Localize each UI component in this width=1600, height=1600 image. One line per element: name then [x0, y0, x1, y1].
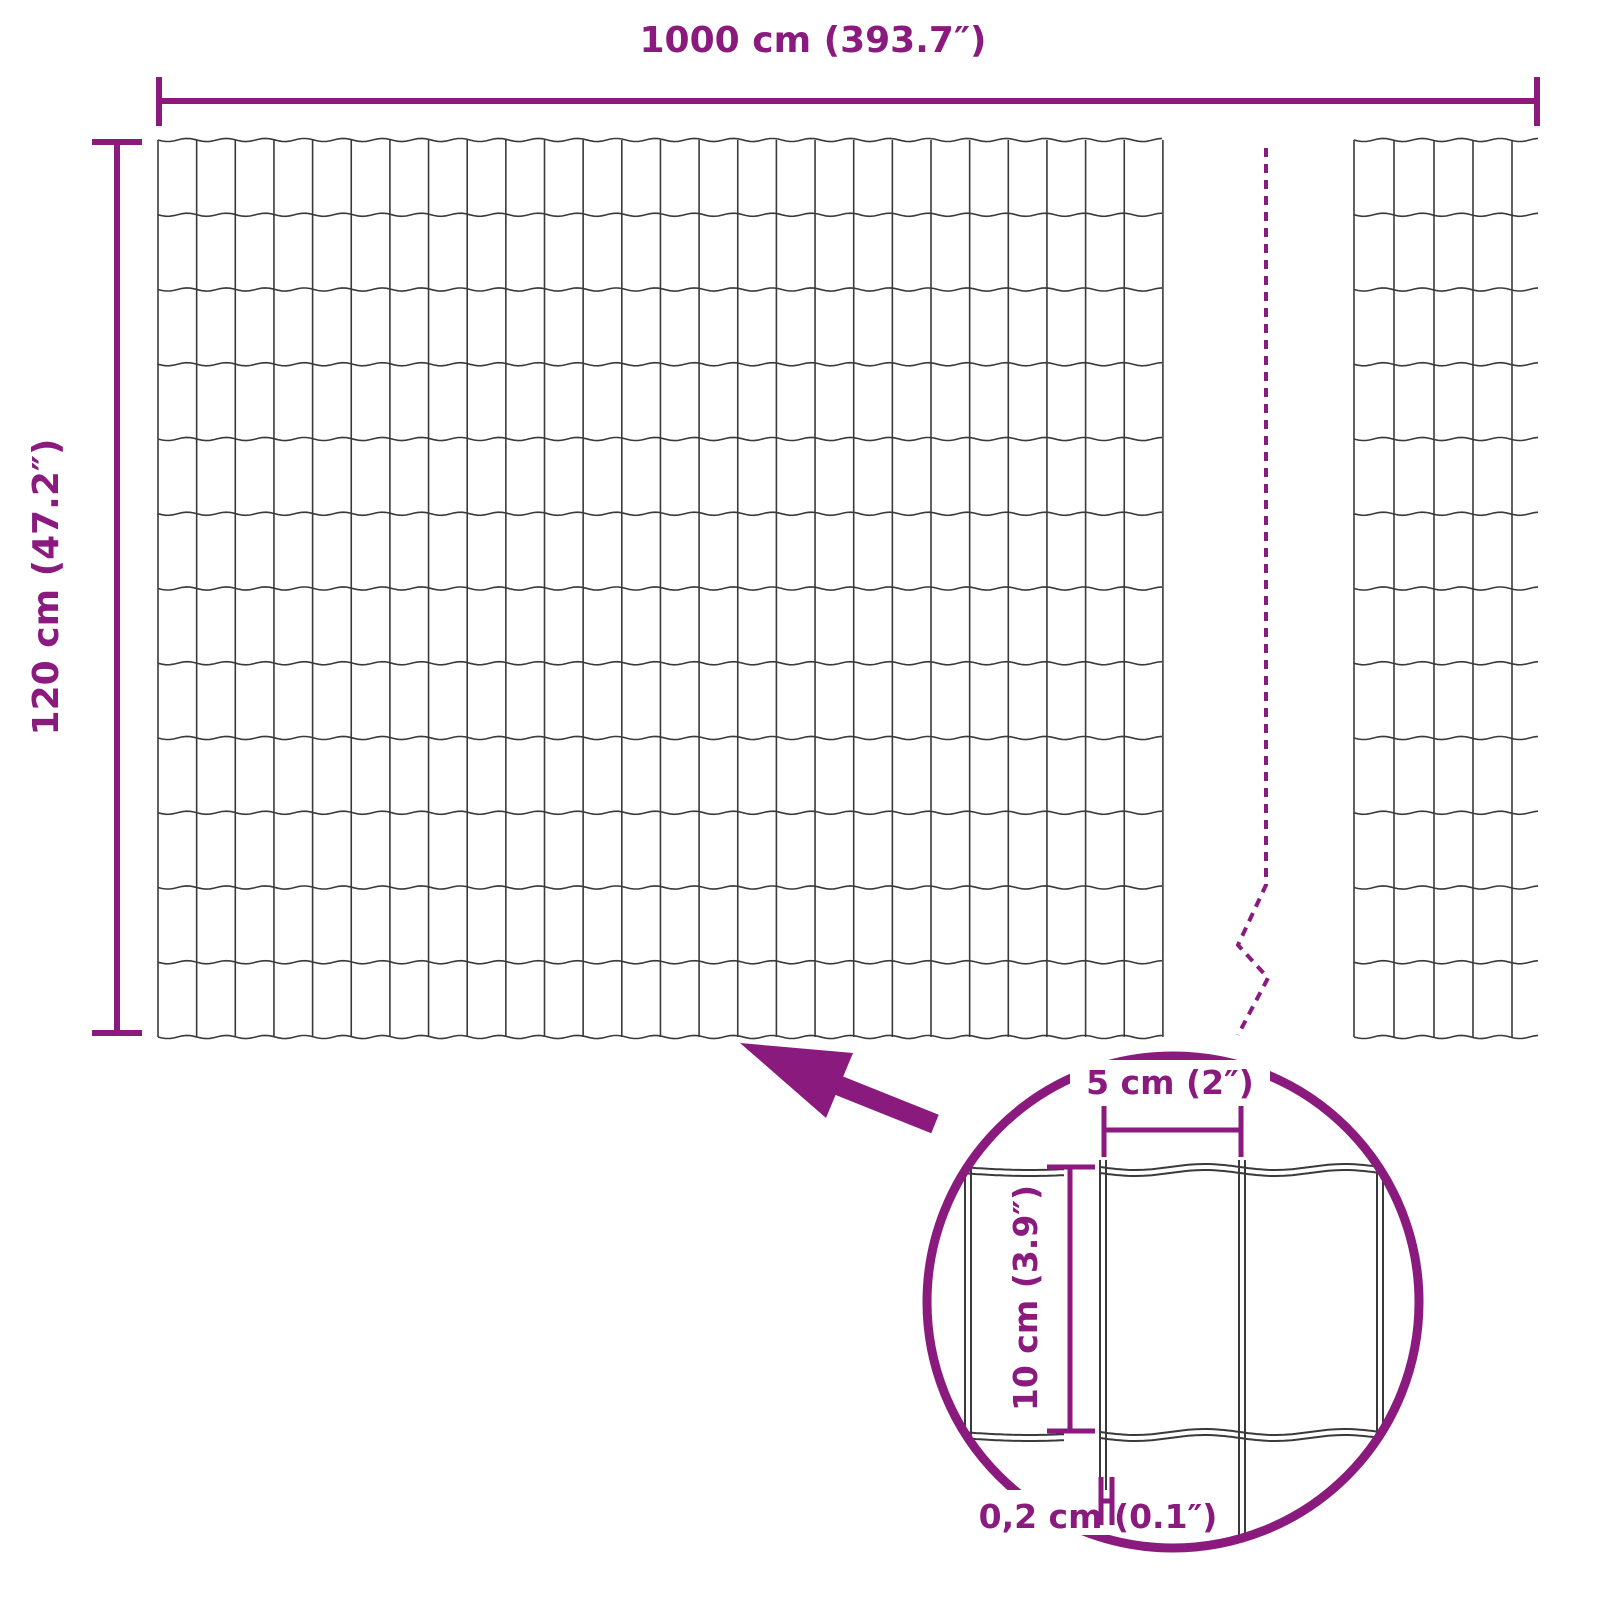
horizontal-wire [157, 735, 1163, 741]
horizontal-wire [1353, 1034, 1539, 1040]
horizontal-wire [157, 586, 1163, 591]
fence-mesh-end [1353, 137, 1539, 1040]
horizontal-wire [959, 1172, 1065, 1177]
horizontal-wire [959, 1431, 1065, 1436]
horizontal-wire [157, 1034, 1163, 1040]
width-label: 1000 cm (393.7″) [640, 20, 987, 61]
wire-diameter-label: 0,2 cm (0.1″) [979, 1497, 1218, 1536]
horizontal-wire [157, 212, 1163, 218]
horizontal-wire [959, 1166, 1065, 1171]
horizontal-wire [157, 137, 1163, 143]
horizontal-wire [1099, 1434, 1417, 1442]
horizontal-wire [1353, 137, 1539, 143]
horizontal-wire [157, 436, 1163, 442]
horizontal-wire [1099, 1163, 1417, 1171]
horizontal-wire [1353, 810, 1539, 816]
detail-magnifier: 5 cm (2″) 10 cm (3.9″) 0,2 cm (0.1″) [922, 1051, 1424, 1553]
height-dimension-line [92, 139, 142, 1036]
mesh-height-label: 10 cm (3.9″) [1006, 1185, 1045, 1411]
horizontal-wire [959, 1437, 1065, 1442]
width-dimension-line [156, 77, 1540, 126]
horizontal-wire [157, 511, 1163, 517]
horizontal-wire [157, 660, 1163, 666]
horizontal-wire [1353, 287, 1539, 292]
horizontal-wire [1353, 361, 1539, 367]
horizontal-wire [1353, 660, 1539, 666]
horizontal-wire [157, 959, 1163, 965]
horizontal-wire [1353, 511, 1539, 517]
horizontal-wire [1353, 885, 1539, 890]
horizontal-wire [1353, 586, 1539, 591]
height-label: 120 cm (47.2″) [26, 439, 67, 736]
horizontal-wire [1353, 436, 1539, 442]
horizontal-wire [157, 810, 1163, 816]
horizontal-wire [1353, 735, 1539, 741]
horizontal-wire [157, 287, 1163, 292]
mesh-width-label: 5 cm (2″) [1086, 1063, 1254, 1102]
horizontal-wire [1353, 959, 1539, 965]
horizontal-wire [1353, 212, 1539, 218]
fence-mesh-main [157, 137, 1164, 1040]
horizontal-wire [157, 885, 1163, 890]
horizontal-wire [157, 361, 1163, 367]
horizontal-wire [1099, 1169, 1417, 1177]
break-line [1235, 148, 1271, 1036]
zoom-arrow-icon [740, 1043, 939, 1134]
horizontal-wire [1099, 1428, 1417, 1436]
